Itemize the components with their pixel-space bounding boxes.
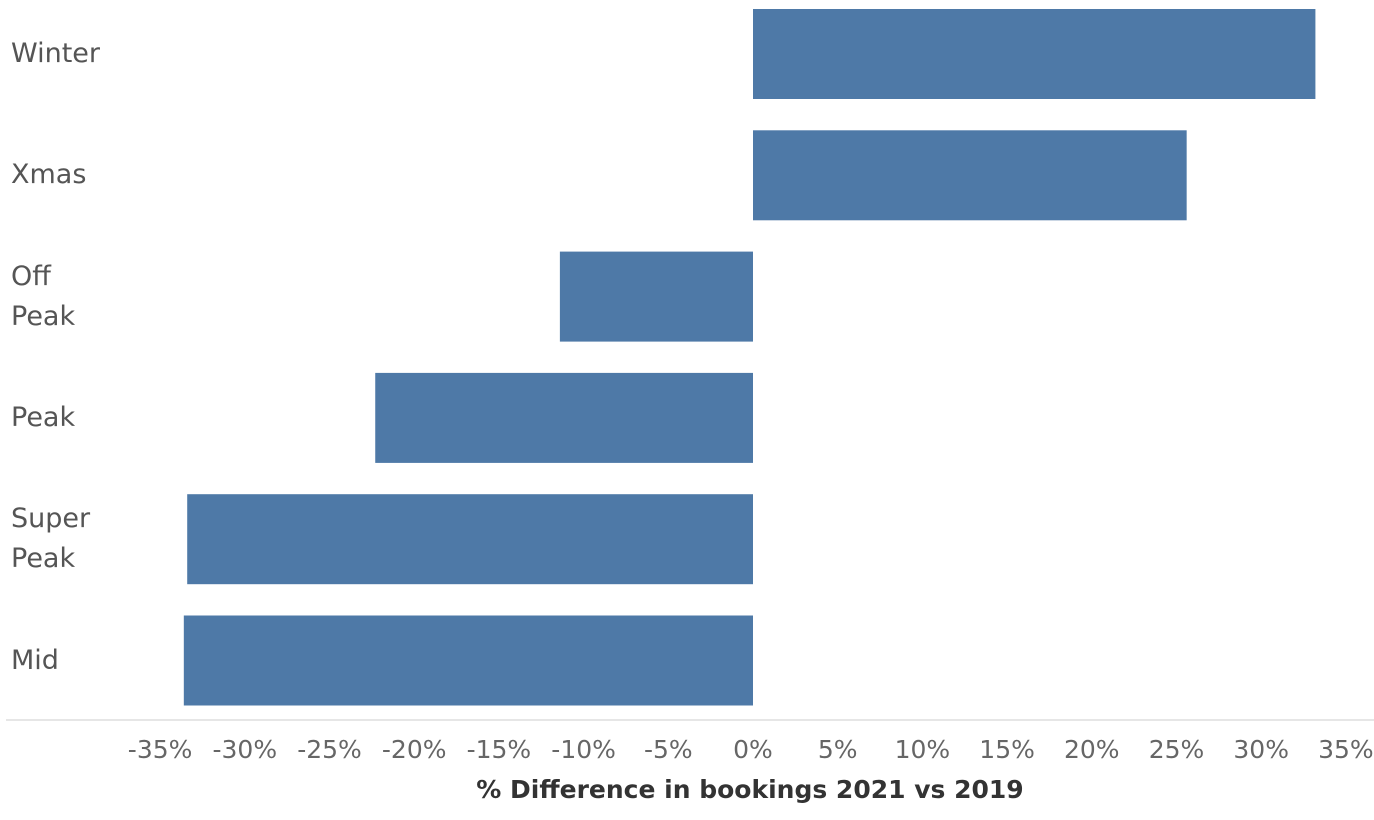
category-label-super-peak: Super Peak bbox=[11, 503, 91, 575]
x-tick-label: 15% bbox=[979, 735, 1035, 764]
category-label-xmas: Xmas bbox=[11, 159, 87, 191]
x-tick-label: -30% bbox=[213, 735, 278, 764]
x-tick-label: -25% bbox=[297, 735, 362, 764]
x-tick-label: -15% bbox=[467, 735, 532, 764]
x-axis-ticks: -35% -30% -25% -20% -15% -10% -5% 0% 5% 10% 15% 20%… bbox=[128, 735, 1374, 764]
bar-xmas bbox=[753, 130, 1187, 221]
category-label-off-peak: Off Peak bbox=[11, 260, 76, 332]
x-tick-label: -5% bbox=[644, 735, 693, 764]
x-tick-label: 10% bbox=[895, 735, 951, 764]
x-tick-label: 0% bbox=[733, 735, 773, 764]
x-tick-label: 20% bbox=[1064, 735, 1120, 764]
x-tick-label: -20% bbox=[382, 735, 447, 764]
x-tick-label: 30% bbox=[1233, 735, 1289, 764]
x-tick-label: -35% bbox=[128, 735, 193, 764]
x-tick-label: 35% bbox=[1318, 735, 1374, 764]
bar-mid bbox=[183, 615, 754, 706]
bar-super-peak bbox=[187, 494, 754, 585]
x-axis-title: % Difference in bookings 2021 vs 2019 bbox=[476, 775, 1024, 804]
x-tick-label: 5% bbox=[818, 735, 858, 764]
x-tick-label: 25% bbox=[1149, 735, 1205, 764]
category-label-peak: Peak bbox=[11, 401, 76, 433]
bar-peak bbox=[375, 372, 753, 463]
x-tick-label: -10% bbox=[551, 735, 616, 764]
bars bbox=[183, 9, 1316, 706]
category-label-winter: Winter bbox=[11, 38, 101, 69]
category-label-mid: Mid bbox=[11, 644, 59, 676]
bar-winter bbox=[753, 9, 1316, 99]
bar-off-peak bbox=[559, 251, 753, 342]
